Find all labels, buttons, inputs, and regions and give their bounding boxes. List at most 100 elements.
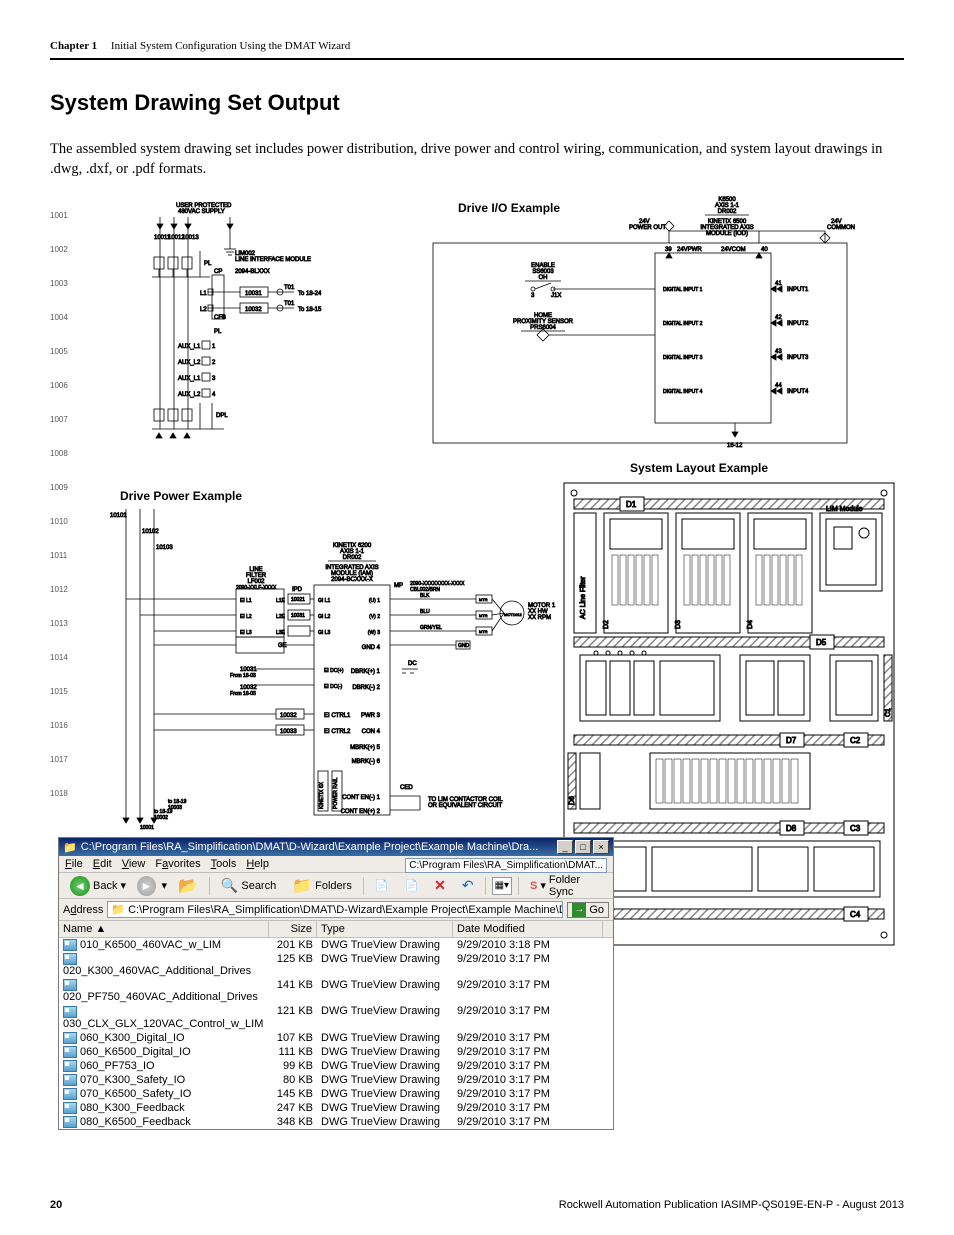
svg-text:OR EQUIVALENT CIRCUIT: OR EQUIVALENT CIRCUIT (428, 803, 502, 809)
col-name[interactable]: Name ▲ (59, 921, 269, 937)
svg-text:T01: T01 (284, 285, 295, 291)
up-button[interactable]: 📂 (173, 874, 203, 898)
undo-button[interactable]: ↶ (457, 875, 479, 896)
explorer-window: 📁 C:\Program Files\RA_Simplification\DMA… (58, 837, 614, 1130)
svg-text:DBRK(-) 2: DBRK(-) 2 (352, 685, 380, 691)
explorer-titlebar[interactable]: 📁 C:\Program Files\RA_Simplification\DMA… (59, 838, 613, 856)
svg-text:POWER OUT: POWER OUT (629, 225, 666, 231)
svg-text:C3: C3 (850, 824, 861, 833)
svg-text:C2: C2 (850, 736, 861, 745)
svg-text:IPD: IPD (292, 587, 303, 593)
file-row[interactable]: 020_K300_460VAC_Additional_Drives125 KBD… (59, 952, 613, 978)
svg-text:KINETIX 6X: KINETIX 6X (319, 782, 325, 810)
file-row[interactable]: 070_K6500_Safety_IO145 KBDWG TrueView Dr… (59, 1087, 613, 1101)
go-button[interactable]: → Go (567, 902, 609, 918)
file-icon (63, 1102, 77, 1114)
file-row[interactable]: 080_K6500_Feedback348 KBDWG TrueView Dra… (59, 1115, 613, 1129)
file-date: 9/29/2010 3:17 PM (453, 978, 603, 1004)
list-header[interactable]: Name ▲ Size Type Date Modified (59, 921, 613, 938)
file-row[interactable]: 060_K6500_Digital_IO111 KBDWG TrueView D… (59, 1045, 613, 1059)
file-name: 070_K300_Safety_IO (80, 1074, 185, 1086)
diagram-area: Drive I/O Example Drive Power Example Sy… (50, 199, 900, 1119)
back-button[interactable]: ◄ Back ▾ (65, 874, 131, 898)
menu-file[interactable]: File (65, 858, 83, 870)
file-date: 9/29/2010 3:17 PM (453, 1031, 603, 1045)
file-row[interactable]: 080_K300_Feedback247 KBDWG TrueView Draw… (59, 1101, 613, 1115)
views-button[interactable]: ▦▾ (492, 877, 513, 895)
file-row[interactable]: 030_CLX_GLX_120VAC_Control_w_LIM121 KBDW… (59, 1004, 613, 1030)
svg-text:24VPWR: 24VPWR (677, 247, 702, 253)
file-name: 070_K6500_Safety_IO (80, 1088, 191, 1100)
svg-text:10031: 10031 (245, 291, 262, 297)
move-icon[interactable]: 📄 (399, 877, 423, 894)
file-date: 9/29/2010 3:17 PM (453, 1101, 603, 1115)
drive-io-label: Drive I/O Example (458, 201, 560, 215)
svg-text:EI CTRL1: EI CTRL1 (324, 713, 351, 719)
svg-text:INPUT2: INPUT2 (787, 321, 809, 327)
file-row[interactable]: 020_PF750_460VAC_Additional_Drives141 KB… (59, 978, 613, 1004)
file-icon (63, 1046, 77, 1058)
file-type: DWG TrueView Drawing (317, 952, 453, 978)
row-number: 1010 (50, 517, 68, 526)
file-row[interactable]: 060_K300_Digital_IO107 KBDWG TrueView Dr… (59, 1031, 613, 1045)
file-row[interactable]: 010_K6500_460VAC_w_LIM201 KBDWG TrueView… (59, 938, 613, 952)
menu-tools[interactable]: Tools (211, 858, 237, 870)
delete-button[interactable]: ✕ (429, 875, 451, 896)
explorer-title: C:\Program Files\RA_Simplification\DMAT\… (81, 841, 539, 853)
folder-sync-button[interactable]: S▾ Folder Sync (525, 872, 607, 900)
folders-button[interactable]: 📁Folders (287, 874, 357, 898)
svg-text:DPL: DPL (216, 413, 228, 419)
svg-text:GND 4: GND 4 (362, 645, 381, 651)
svg-text:PL: PL (204, 261, 212, 267)
explorer-toolbar: ◄ Back ▾ ► ▾ 📂 🔍Search 📁Folders 📄 📄 ✕ ↶ … (59, 873, 613, 899)
file-name: 060_K6500_Digital_IO (80, 1046, 191, 1058)
file-icon (63, 1074, 77, 1086)
file-name: 080_K6500_Feedback (80, 1116, 191, 1128)
svg-text:L3E: L3E (276, 630, 286, 636)
maximize-button[interactable]: □ (575, 840, 591, 854)
menu-help[interactable]: Help (246, 858, 269, 870)
back-icon: ◄ (70, 876, 90, 896)
file-type: DWG TrueView Drawing (317, 1059, 453, 1073)
forward-button[interactable]: ► (137, 876, 156, 896)
svg-text:10031: 10031 (291, 613, 305, 619)
chevron-down-icon: ▾ (120, 879, 126, 892)
file-date: 9/29/2010 3:17 PM (453, 1004, 603, 1030)
svg-text:10032: 10032 (245, 307, 262, 313)
explorer-file-list: Name ▲ Size Type Date Modified 010_K6500… (59, 921, 613, 1129)
svg-text:24VCOM: 24VCOM (721, 247, 746, 253)
file-date: 9/29/2010 3:17 PM (453, 1059, 603, 1073)
address-field[interactable]: 📁 C:\Program Files\RA_Simplification\DMA… (107, 901, 563, 918)
file-date: 9/29/2010 3:17 PM (453, 1045, 603, 1059)
address-value: C:\Program Files\RA_Simplification\DMAT\… (128, 904, 563, 916)
svg-text:D4: D4 (747, 620, 754, 629)
file-name: 080_K300_Feedback (80, 1102, 185, 1114)
search-button[interactable]: 🔍Search (216, 875, 281, 896)
col-date[interactable]: Date Modified (453, 921, 603, 937)
col-type[interactable]: Type (317, 921, 453, 937)
close-button[interactable]: × (593, 840, 609, 854)
copy-icon[interactable]: 📄 (370, 877, 394, 894)
svg-text:DIGITAL INPUT 2: DIGITAL INPUT 2 (663, 321, 703, 327)
col-size[interactable]: Size (269, 921, 317, 937)
svg-text:4: 4 (212, 392, 216, 398)
svg-text:DR002: DR002 (343, 555, 362, 561)
svg-text:40: 40 (761, 247, 768, 253)
svg-text:2094-BLXXX: 2094-BLXXX (235, 269, 270, 275)
menu-favorites[interactable]: Favorites (155, 858, 200, 870)
drive-power-label: Drive Power Example (120, 489, 242, 503)
svg-text:2090-XXLF-XXXX: 2090-XXLF-XXXX (236, 585, 277, 591)
address-label: Address (63, 904, 103, 916)
svg-text:L1E: L1E (276, 598, 286, 604)
svg-text:CP: CP (214, 269, 222, 275)
file-row[interactable]: 060_PF753_IO99 KBDWG TrueView Drawing9/2… (59, 1059, 613, 1073)
menu-view[interactable]: View (122, 858, 146, 870)
svg-text:39: 39 (665, 247, 672, 253)
file-row[interactable]: 070_K300_Safety_IO80 KBDWG TrueView Draw… (59, 1073, 613, 1087)
power-dist-panel: USER PROTECTED 480VAC SUPPLY 10011 10012… (80, 199, 440, 439)
file-date: 9/29/2010 3:17 PM (453, 1115, 603, 1129)
menu-edit[interactable]: Edit (93, 858, 112, 870)
minimize-button[interactable]: _ (557, 840, 573, 854)
file-date: 9/29/2010 3:17 PM (453, 1087, 603, 1101)
svg-text:AUX_L1: AUX_L1 (178, 344, 201, 350)
